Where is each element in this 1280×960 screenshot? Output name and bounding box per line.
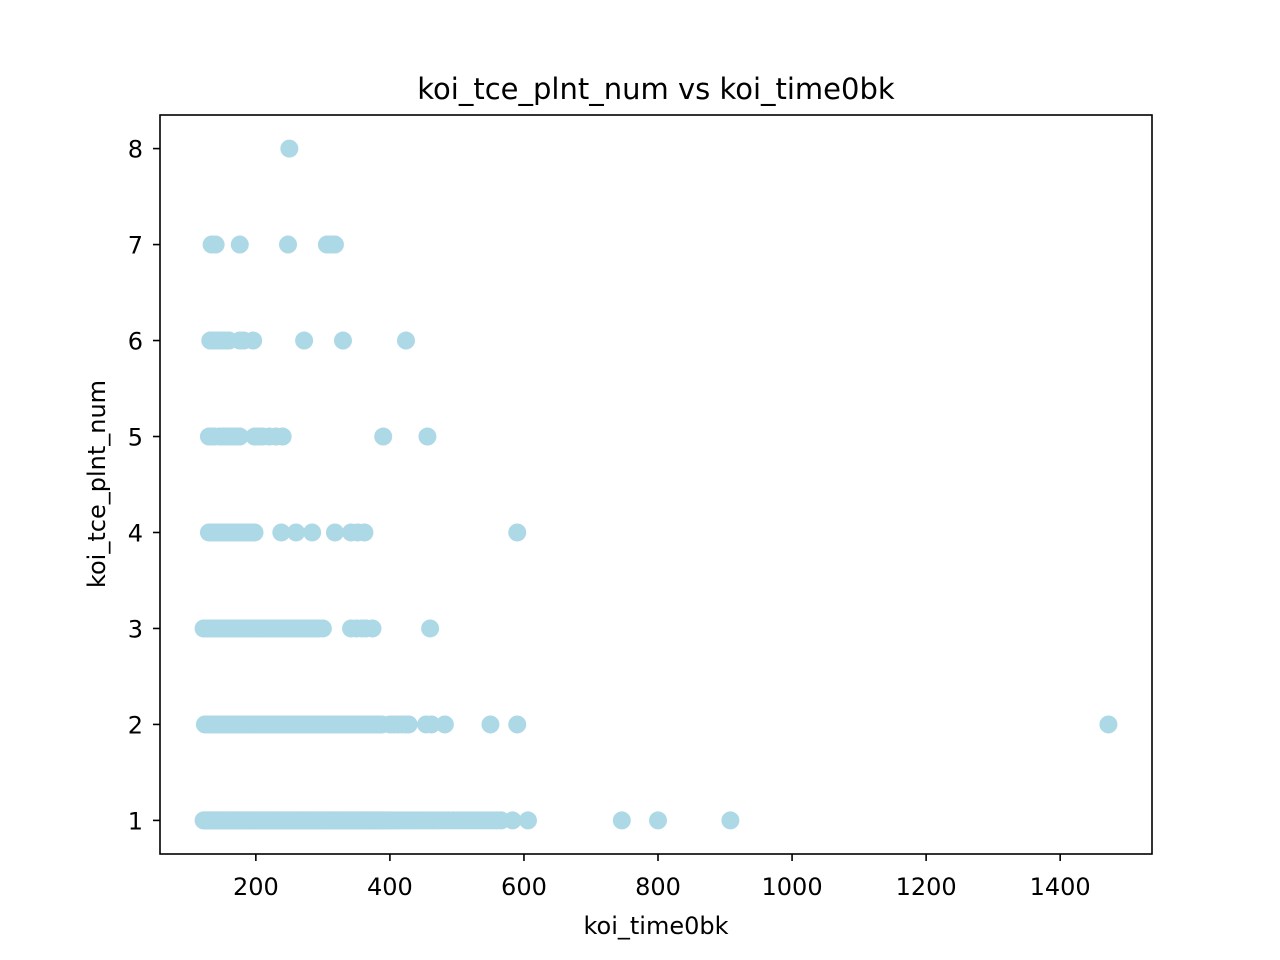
scatter-point (418, 427, 437, 446)
scatter-point (279, 235, 298, 254)
scatter-point (230, 235, 249, 254)
scatter-point (313, 619, 332, 638)
y-tick-label: 7 (128, 232, 143, 260)
x-tick-label: 800 (635, 873, 681, 901)
x-axis-label: koi_time0bk (583, 912, 728, 940)
y-tick-label: 5 (128, 424, 143, 452)
scatter-point (422, 715, 441, 734)
y-axis-ticks: 1 2 3 4 5 6 7 8 (128, 136, 160, 835)
y-tick-label: 6 (128, 328, 143, 356)
scatter-point (325, 523, 344, 542)
scatter-point (303, 523, 322, 542)
scatter-point (355, 523, 374, 542)
scatter-point (287, 523, 306, 542)
scatter-point (396, 331, 415, 350)
scatter-point (280, 139, 299, 158)
scatter-point (374, 427, 393, 446)
scatter-point (518, 811, 537, 830)
scatter-point (295, 331, 314, 350)
scatter-point (721, 811, 740, 830)
scatter-point (363, 619, 382, 638)
scatter-point (481, 715, 500, 734)
scatter-point (421, 619, 440, 638)
x-tick-label: 200 (233, 873, 279, 901)
y-axis-label: koi_tce_plnt_num (83, 380, 111, 588)
x-tick-label: 400 (367, 873, 413, 901)
scatter-point (272, 523, 291, 542)
scatter-point (206, 235, 225, 254)
x-tick-label: 1200 (896, 873, 957, 901)
scatter-point (399, 715, 418, 734)
x-axis-ticks: 200 400 600 800 1000 1200 1400 (233, 854, 1091, 901)
chart-title: koi_tce_plnt_num vs koi_time0bk (417, 72, 895, 106)
y-tick-label: 8 (128, 136, 143, 164)
scatter-point (230, 427, 249, 446)
scatter-point (503, 811, 522, 830)
points-layer (194, 139, 1118, 830)
y-tick-label: 3 (128, 615, 143, 643)
scatter-point (245, 523, 264, 542)
scatter-point (333, 331, 352, 350)
scatter-point (325, 235, 344, 254)
y-tick-label: 2 (128, 711, 143, 739)
y-tick-label: 1 (128, 807, 143, 835)
y-tick-label: 4 (128, 519, 143, 547)
scatter-point (649, 811, 668, 830)
scatter-point (508, 523, 527, 542)
x-tick-label: 1000 (762, 873, 823, 901)
scatter-point (244, 331, 263, 350)
scatter-point (435, 715, 454, 734)
scatter-point (508, 715, 527, 734)
scatter-point (273, 427, 292, 446)
scatter-point (612, 811, 631, 830)
x-tick-label: 1400 (1030, 873, 1091, 901)
x-tick-label: 600 (501, 873, 547, 901)
plot-frame (159, 114, 1153, 855)
scatter-point (1099, 715, 1118, 734)
